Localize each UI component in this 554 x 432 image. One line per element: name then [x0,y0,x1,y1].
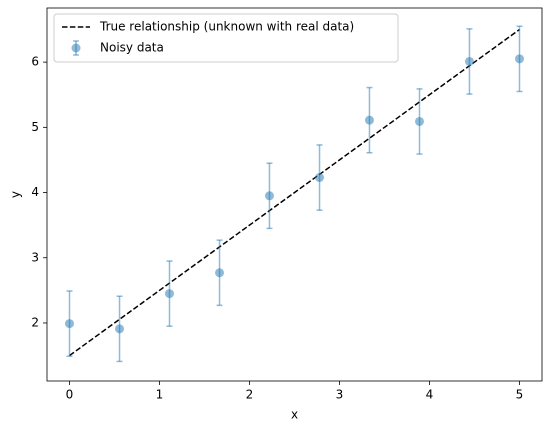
y-tick-label: 3 [31,250,39,264]
x-tick-label: 0 [66,388,74,402]
error-point [464,28,474,95]
y-tick-label: 4 [31,185,39,199]
y-tick-label: 6 [31,55,39,69]
marker [464,56,474,66]
x-axis-label: x [291,408,298,422]
error-point [65,290,74,357]
error-point [215,239,225,307]
legend-label: True relationship (unknown with real dat… [99,20,354,34]
x-tick-label: 5 [516,388,524,402]
marker [65,319,74,329]
error-point [115,295,125,363]
error-point [515,25,524,93]
marker [115,324,125,334]
axes-frame [46,7,543,382]
legend-box [53,13,399,63]
marker [164,289,174,299]
marker [515,54,524,64]
x-tick-label: 3 [336,388,344,402]
x-tick-label: 4 [426,388,434,402]
y-axis-label: y [9,191,23,198]
error-point [364,86,374,154]
error-point [415,88,425,155]
y-tick-label: 2 [31,315,39,329]
legend-label: Noisy data [100,41,164,55]
error-point [164,260,174,327]
marker [364,115,374,125]
legend-marker [71,43,81,53]
error-point [264,162,274,230]
marker [264,191,274,201]
marker [215,268,225,278]
line [69,28,520,357]
x-tick-label: 2 [246,388,254,402]
marker [315,173,325,183]
x-tick-label: 1 [156,388,164,402]
legend: True relationship (unknown with real dat… [53,13,399,63]
marker [415,116,425,126]
error-point [315,144,325,211]
y-tick-label: 5 [31,120,39,134]
